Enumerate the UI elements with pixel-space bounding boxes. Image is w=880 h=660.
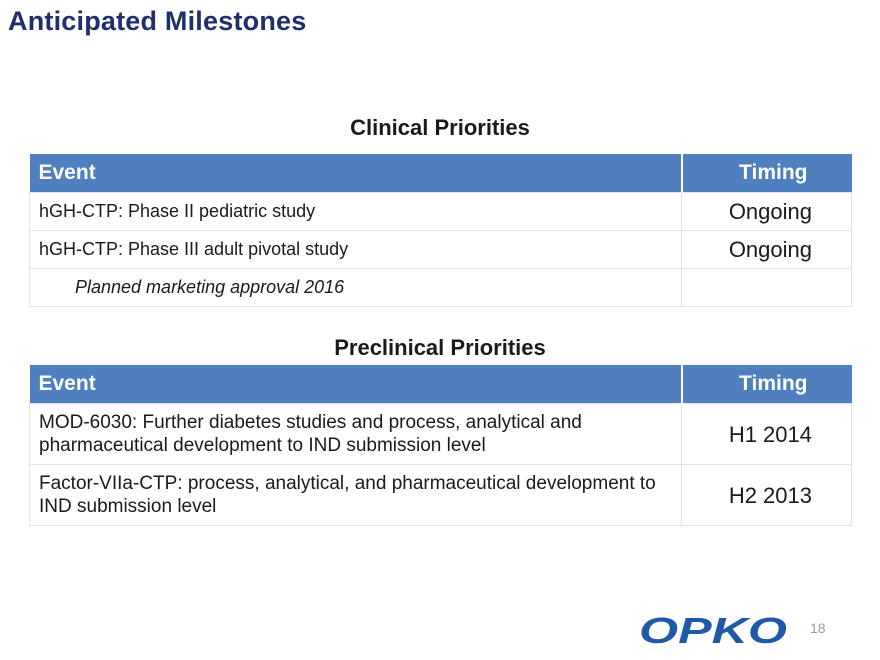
event-cell: hGH-CTP: Phase II pediatric study	[29, 192, 682, 231]
timing-cell	[681, 268, 852, 307]
table-header-row: Event Timing	[29, 365, 852, 404]
opko-logo-text: OPKO	[639, 612, 787, 648]
clinical-priorities-table: Event Timing hGH-CTP: Phase II pediatric…	[29, 154, 852, 307]
opko-logo: OPKO	[639, 612, 787, 648]
event-column-header: Event	[29, 365, 683, 404]
event-cell-note: Planned marketing approval 2016	[29, 268, 682, 307]
timing-column-header: Timing	[681, 154, 852, 193]
table-row: hGH-CTP: Phase II pediatric study Ongoin…	[29, 192, 852, 231]
timing-cell: H1 2014	[681, 403, 852, 465]
event-cell: Factor-VIIa-CTP: process, analytical, an…	[29, 464, 682, 526]
event-cell: MOD-6030: Further diabetes studies and p…	[29, 403, 682, 465]
preclinical-priorities-table: Event Timing MOD-6030: Further diabetes …	[29, 365, 852, 526]
table-row: hGH-CTP: Phase III adult pivotal study O…	[29, 230, 852, 269]
timing-column-header: Timing	[681, 365, 852, 404]
event-cell: hGH-CTP: Phase III adult pivotal study	[29, 230, 682, 269]
table-header-row: Event Timing	[29, 154, 852, 193]
table-row: MOD-6030: Further diabetes studies and p…	[29, 403, 852, 465]
table-row: Factor-VIIa-CTP: process, analytical, an…	[29, 464, 852, 526]
timing-cell: Ongoing	[681, 192, 852, 231]
page-number: 18	[810, 620, 826, 636]
clinical-priorities-heading: Clinical Priorities	[350, 115, 530, 140]
timing-cell: H2 2013	[681, 464, 852, 526]
preclinical-priorities-heading: Preclinical Priorities	[334, 335, 546, 360]
table-row: Planned marketing approval 2016	[29, 268, 852, 307]
timing-cell: Ongoing	[681, 230, 852, 269]
event-column-header: Event	[29, 154, 683, 193]
slide-title: Anticipated Milestones	[8, 6, 307, 36]
